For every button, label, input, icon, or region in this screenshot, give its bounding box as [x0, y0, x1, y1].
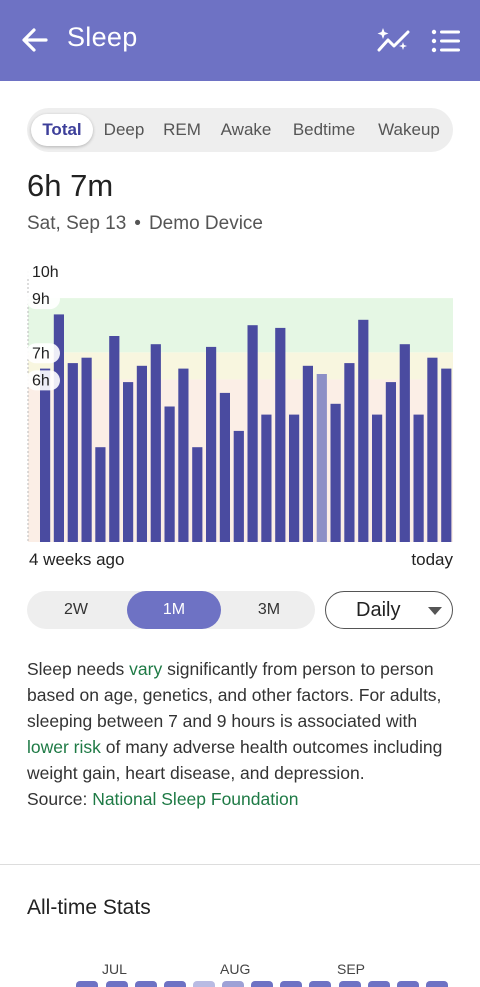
y-tick-pill	[26, 262, 60, 282]
sleep-bar	[53, 314, 64, 542]
heatmap-cell	[135, 981, 157, 987]
chart-band-1	[28, 352, 453, 380]
sleep-bar	[247, 325, 258, 542]
chart-band-2	[28, 298, 453, 353]
sleep-bar	[385, 382, 396, 542]
sleep-bar	[316, 374, 327, 542]
sleep-duration-value: 6h 7m	[27, 168, 114, 203]
summary-device: Demo Device	[148, 213, 263, 234]
tab-total[interactable]: Total	[31, 114, 93, 146]
sleep-bar	[399, 344, 410, 542]
sleep-bar	[330, 403, 341, 542]
tab-wakeup[interactable]: Wakeup	[378, 120, 440, 139]
y-tick-label: 9h	[32, 291, 50, 308]
lower-risk-link[interactable]: lower risk	[27, 737, 101, 757]
y-tick-label: 10h	[32, 264, 59, 281]
heatmap-cell	[397, 981, 419, 987]
heatmap-cell	[368, 981, 390, 987]
x-start-label: 4 weeks ago	[29, 550, 125, 569]
sleep-bar	[275, 327, 286, 542]
tab-bedtime[interactable]: Bedtime	[292, 120, 356, 139]
time-range-selector: 2W 1M 3M	[27, 591, 315, 629]
granularity-value: Daily	[356, 599, 401, 621]
source-link[interactable]: National Sleep Foundation	[92, 789, 299, 809]
sleep-bar	[206, 346, 217, 542]
month-label-sep: SEP	[337, 961, 366, 977]
sleep-bar	[164, 406, 175, 542]
heatmap-cell	[106, 981, 128, 987]
heatmap-cell	[309, 981, 331, 987]
month-label-jul: JUL	[102, 961, 127, 977]
tab-awake[interactable]: Awake	[220, 120, 272, 139]
sleep-bar	[150, 344, 161, 542]
desc-text-1: Sleep needs	[27, 659, 130, 679]
heatmap-cell	[193, 981, 215, 987]
granularity-select[interactable]: Daily	[325, 591, 453, 629]
sleep-bar	[289, 414, 300, 542]
app-bar: Sleep	[0, 0, 480, 81]
heatmap-cell	[76, 981, 98, 987]
tab-deep[interactable]: Deep	[103, 120, 145, 139]
range-1m-button[interactable]: 1M	[127, 591, 221, 629]
sleep-bar	[123, 382, 134, 542]
separator-dot: •	[134, 213, 141, 234]
y-tick-pill	[26, 289, 60, 310]
range-3m-button[interactable]: 3M	[257, 601, 281, 618]
sleep-bar	[413, 414, 424, 542]
heatmap-cell	[339, 981, 361, 987]
source-label: Source:	[27, 789, 93, 809]
heatmap-cell	[251, 981, 273, 987]
sleep-bar	[40, 368, 51, 542]
sleep-bar	[95, 447, 106, 542]
sleep-bar	[427, 357, 438, 542]
sleep-bar	[192, 447, 203, 542]
heatmap-cell	[426, 981, 448, 987]
y-tick-pill	[26, 370, 60, 391]
month-label-aug: AUG	[220, 961, 251, 977]
stats-heatmap	[0, 981, 480, 987]
x-end-label: today	[411, 550, 453, 569]
list-menu-icon[interactable]	[430, 26, 462, 56]
sleep-bar	[302, 365, 313, 542]
summary-subtitle: Sat, Sep 13 • Demo Device	[27, 213, 263, 235]
sleep-bar	[81, 357, 92, 542]
y-tick-label: 6h	[32, 372, 50, 389]
sleep-bar	[372, 414, 383, 542]
sleep-bar	[344, 363, 355, 542]
desc-text-2: significantly from person to person base…	[27, 659, 442, 731]
summary-date: Sat, Sep 13	[27, 213, 127, 234]
y-tick-label: 7h	[32, 345, 50, 362]
arrow-back-icon[interactable]	[18, 22, 52, 58]
sleep-bar	[136, 365, 147, 542]
sleep-description: Sleep needs vary significantly from pers…	[27, 656, 457, 812]
sleep-bar	[358, 319, 369, 542]
section-divider	[0, 864, 480, 865]
tab-rem[interactable]: REM	[163, 120, 201, 139]
all-time-stats-title: All-time Stats	[27, 896, 151, 919]
sleep-bar	[219, 392, 230, 542]
sleep-bar	[233, 430, 244, 542]
sleep-bar	[67, 363, 78, 542]
heatmap-cell	[222, 981, 244, 987]
sleep-bar	[178, 368, 189, 542]
sleep-bar-chart[interactable]: 10h 9h 7h 6h	[26, 258, 456, 548]
heatmap-cell	[164, 981, 186, 987]
sleep-bar	[261, 414, 272, 542]
sparkle-trend-icon[interactable]	[375, 24, 413, 56]
metric-tabs: Total Deep REM Awake Bedtime Wakeup	[27, 108, 453, 152]
y-tick-pill	[26, 343, 60, 364]
heatmap-cell	[280, 981, 302, 987]
sleep-bar	[441, 368, 452, 542]
sleep-bar	[109, 336, 120, 542]
chevron-down-icon	[428, 607, 442, 615]
desc-text-3: of many adverse health outcomes includin…	[27, 737, 443, 783]
page-title: Sleep	[67, 22, 138, 52]
vary-link[interactable]: vary	[129, 659, 163, 679]
range-2w-button[interactable]: 2W	[64, 601, 88, 618]
